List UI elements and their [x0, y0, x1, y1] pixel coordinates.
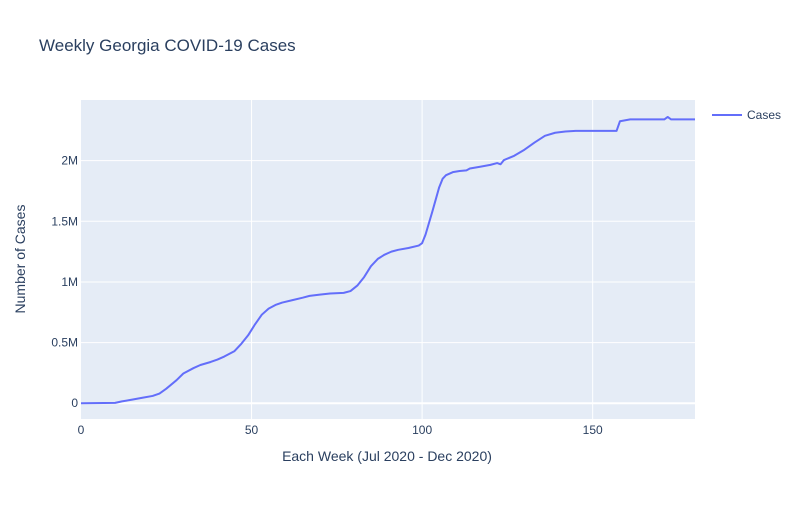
y-tick-label: 0.5M [51, 336, 78, 350]
legend-item-cases[interactable]: Cases [712, 108, 781, 122]
x-tick-label: 150 [583, 423, 603, 437]
y-tick-label: 1.5M [51, 214, 78, 228]
legend-label: Cases [747, 108, 781, 122]
y-tick-label: 0 [71, 396, 78, 410]
gridlines [81, 100, 695, 419]
x-tick-label: 0 [78, 423, 85, 437]
x-axis-title: Each Week (Jul 2020 - Dec 2020) [282, 448, 492, 464]
y-axis-ticks: 0 0.5M 1M 1.5M 2M [51, 154, 78, 411]
x-axis-ticks: 0 50 100 150 [78, 423, 603, 437]
y-tick-label: 2M [61, 154, 78, 168]
y-tick-label: 1M [61, 275, 78, 289]
y-axis-title: Number of Cases [12, 205, 28, 314]
series-line-cases [80, 115, 695, 405]
x-tick-label: 50 [245, 423, 259, 437]
series-layer [80, 115, 695, 405]
legend[interactable]: Cases [712, 108, 781, 122]
x-tick-label: 100 [412, 423, 432, 437]
chart-title: Weekly Georgia COVID-19 Cases [39, 36, 296, 55]
plot-area [81, 100, 695, 419]
